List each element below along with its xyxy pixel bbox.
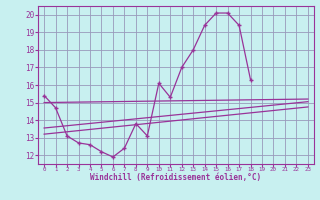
X-axis label: Windchill (Refroidissement éolien,°C): Windchill (Refroidissement éolien,°C): [91, 173, 261, 182]
